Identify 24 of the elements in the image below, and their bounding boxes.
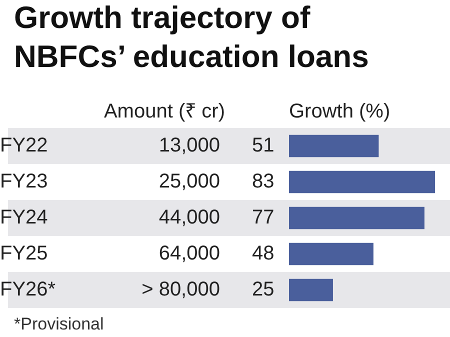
- bar: [289, 134, 379, 158]
- text: 25,000: [158, 170, 220, 193]
- data-label: 25: [252, 278, 274, 301]
- y-tick-label: FY22: [0, 134, 48, 157]
- y-tick-label: FY23: [0, 170, 48, 193]
- bar: [289, 242, 374, 266]
- bar: [289, 170, 435, 194]
- chart-title: Growth trajectory of NBFCs’ education loans: [14, 0, 370, 76]
- x-axis-title: Growth (%): [289, 100, 390, 123]
- y-tick-label: FY26*: [0, 278, 56, 301]
- data-label: 77: [252, 206, 274, 229]
- text: 13,000: [158, 134, 220, 157]
- text: *Provisional: [14, 314, 104, 334]
- bar: [289, 278, 333, 302]
- y-tick-label: FY25: [0, 242, 48, 265]
- text: 64,000: [158, 242, 220, 265]
- text: 44,000: [158, 206, 220, 229]
- data-label: 83: [252, 170, 274, 193]
- data-label: 48: [252, 242, 274, 265]
- bar: [289, 206, 424, 230]
- text: Amount (₹ cr): [104, 100, 225, 123]
- data-label: 51: [252, 134, 274, 157]
- y-tick-label: FY24: [0, 206, 48, 229]
- text: > 80,000: [142, 278, 220, 301]
